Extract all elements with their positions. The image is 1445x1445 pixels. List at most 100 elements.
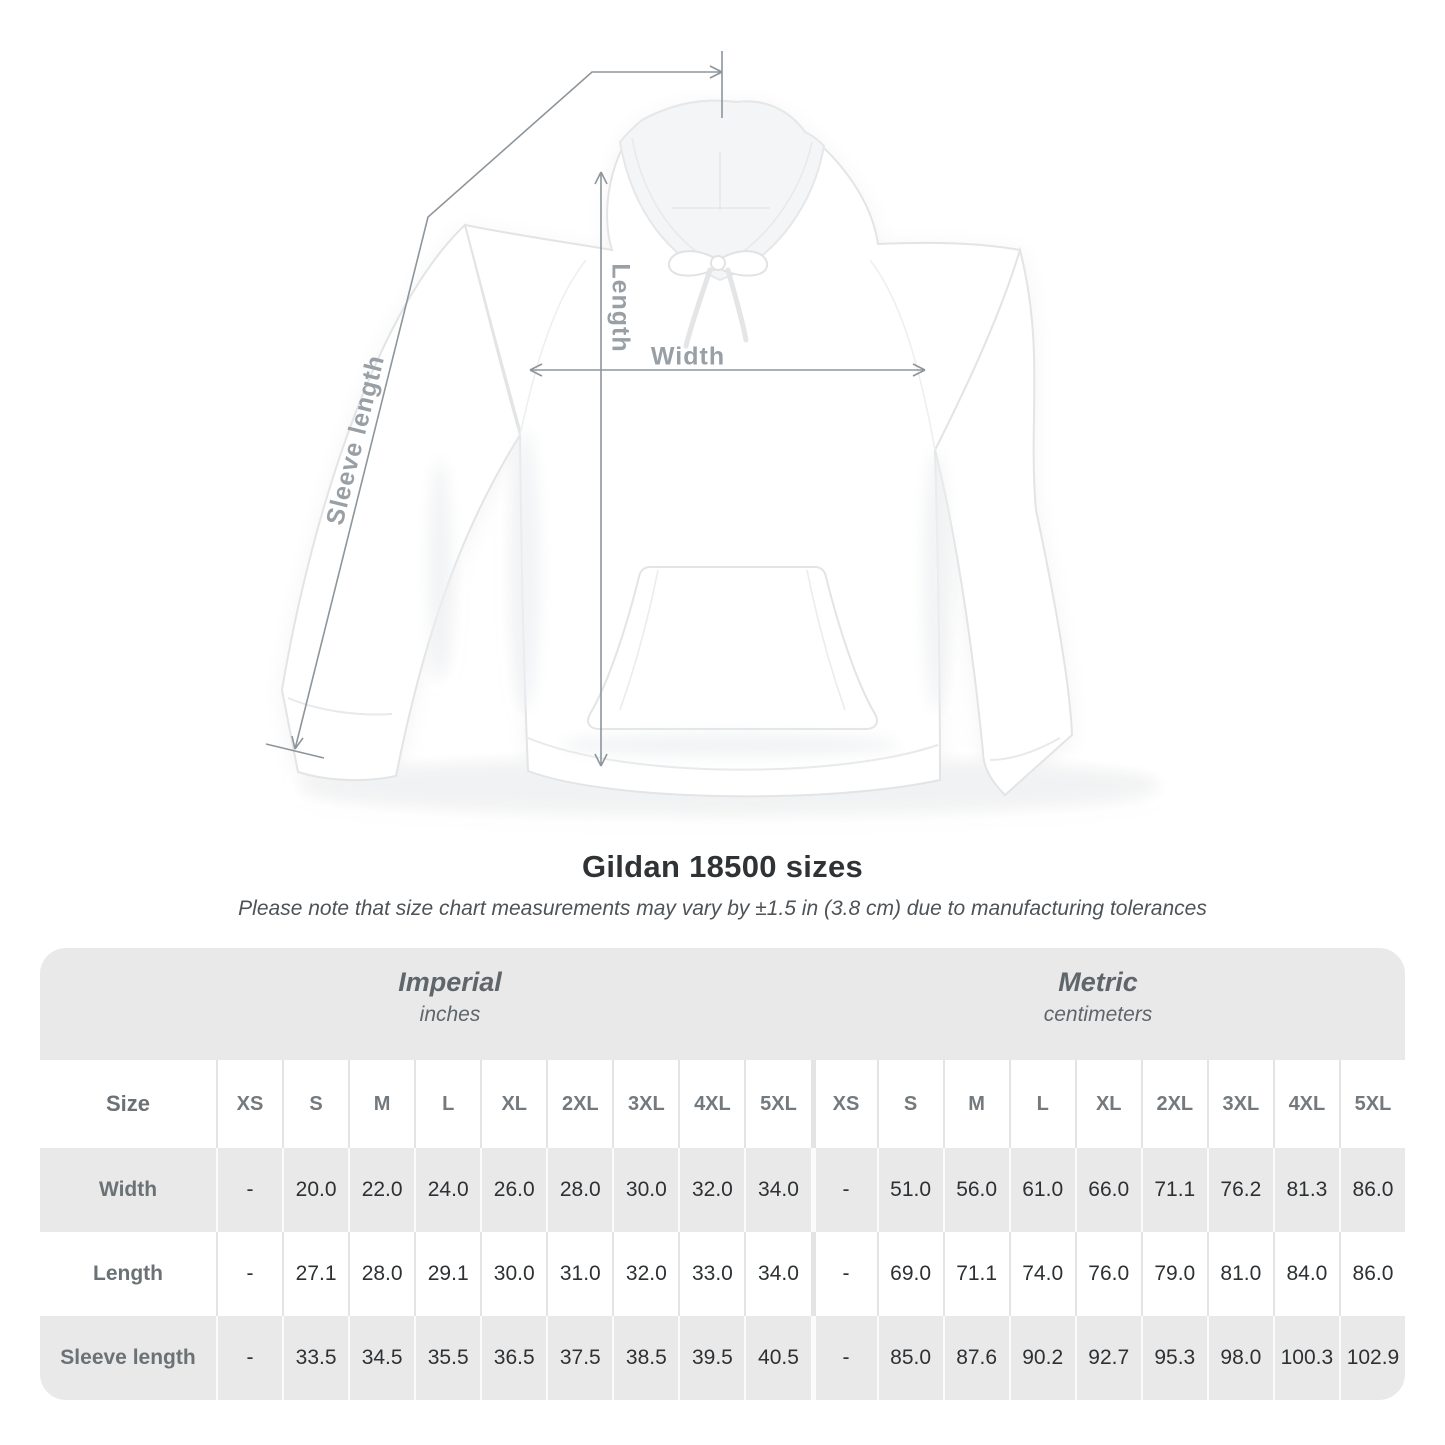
row-label: Width xyxy=(98,1178,158,1201)
size-value-cell: 36.5 xyxy=(480,1316,546,1400)
size-value-cell: - xyxy=(810,1316,877,1400)
size-value-cell: 34.0 xyxy=(744,1232,810,1316)
size-value-cell: 24.0 xyxy=(414,1148,480,1232)
size-value-cell: 84.0 xyxy=(1272,1232,1339,1316)
size-header-cell: M xyxy=(942,1060,1009,1148)
metric-label: Metric xyxy=(1058,967,1138,997)
size-column-header: Size xyxy=(105,1091,151,1116)
drawstring-cord xyxy=(683,267,713,349)
size-value-cell: 87.6 xyxy=(942,1316,1009,1400)
size-value-cell: 86.0 xyxy=(1338,1232,1405,1316)
size-header-cell: 2XL xyxy=(1140,1060,1207,1148)
hood-lining xyxy=(618,99,826,282)
size-value-cell: 26.0 xyxy=(480,1148,546,1232)
length-label: Length xyxy=(606,263,635,353)
size-header-cell: 3XL xyxy=(612,1060,678,1148)
size-value-cell: 37.5 xyxy=(546,1316,612,1400)
unit-header-band: Imperial inches Metric centimeters xyxy=(40,948,1405,1060)
drawstring-bow xyxy=(667,250,719,277)
size-value-cell: 71.1 xyxy=(1140,1148,1207,1232)
size-header-cell: 5XL xyxy=(744,1060,810,1148)
size-header-cell: S xyxy=(876,1060,943,1148)
size-header-cell: 4XL xyxy=(678,1060,744,1148)
size-header-cell: L xyxy=(414,1060,480,1148)
row-label: Sleeve length xyxy=(60,1346,196,1369)
size-value-cell: 31.0 xyxy=(546,1232,612,1316)
size-value-cell: 33.0 xyxy=(678,1232,744,1316)
size-value-cell: 20.0 xyxy=(282,1148,348,1232)
size-value-cell: - xyxy=(216,1232,282,1316)
size-header-cell: 5XL xyxy=(1338,1060,1405,1148)
size-header-cell: L xyxy=(1008,1060,1075,1148)
kangaroo-pocket xyxy=(587,566,878,730)
size-value-cell: 56.0 xyxy=(942,1148,1009,1232)
hoodie-illustration xyxy=(280,99,1160,811)
size-header-cell: XS xyxy=(810,1060,877,1148)
size-value-cell: 76.0 xyxy=(1074,1232,1141,1316)
measurement-arrows xyxy=(265,51,926,767)
imperial-label: Imperial xyxy=(398,967,502,997)
size-value-cell: 40.5 xyxy=(744,1316,810,1400)
size-value-cell: 92.7 xyxy=(1074,1316,1141,1400)
size-value-cell: 79.0 xyxy=(1140,1232,1207,1316)
sleeve-length-arrow xyxy=(265,51,723,759)
size-value-cell: 90.2 xyxy=(1008,1316,1075,1400)
size-value-cell: 61.0 xyxy=(1008,1148,1075,1232)
tolerance-note: Please note that size chart measurements… xyxy=(238,897,1207,920)
size-value-cell: 22.0 xyxy=(348,1148,414,1232)
width-label: Width xyxy=(650,342,726,371)
size-value-cell: 38.5 xyxy=(612,1316,678,1400)
table-row-length: Length - 27.1 28.0 29.1 30.0 31.0 32.0 3… xyxy=(40,1232,1405,1316)
size-value-cell: 34.5 xyxy=(348,1316,414,1400)
row-label: Length xyxy=(93,1262,163,1285)
size-value-cell: 32.0 xyxy=(612,1232,678,1316)
imperial-group-header: Imperial inches xyxy=(398,964,502,1030)
size-value-cell: 71.1 xyxy=(942,1232,1009,1316)
size-value-cell: - xyxy=(810,1232,877,1316)
hoodie-measurement-diagram: Length Width Sleeve length xyxy=(265,51,1160,811)
size-value-cell: 81.3 xyxy=(1272,1148,1339,1232)
size-value-cell: 100.3 xyxy=(1272,1316,1339,1400)
size-table-card: Imperial inches Metric centimeters Size … xyxy=(40,948,1405,1400)
drawstring-cord xyxy=(725,267,749,343)
size-value-cell: 28.0 xyxy=(546,1148,612,1232)
size-value-cell: 51.0 xyxy=(876,1148,943,1232)
size-value-cell: 69.0 xyxy=(876,1232,943,1316)
size-value-cell: - xyxy=(216,1148,282,1232)
size-header-cell: XS xyxy=(216,1060,282,1148)
size-header-cell: 4XL xyxy=(1272,1060,1339,1148)
size-value-cell: 85.0 xyxy=(876,1316,943,1400)
metric-group-header: Metric centimeters xyxy=(1044,964,1153,1030)
size-value-cell: 66.0 xyxy=(1074,1148,1141,1232)
size-value-cell: 98.0 xyxy=(1206,1316,1273,1400)
size-header-row: Size XS S M L XL 2XL 3XL 4XL 5XL XS S M … xyxy=(40,1060,1405,1148)
size-value-cell: 30.0 xyxy=(480,1232,546,1316)
width-arrow xyxy=(529,363,926,377)
size-value-cell: 95.3 xyxy=(1140,1316,1207,1400)
size-value-cell: 86.0 xyxy=(1338,1148,1405,1232)
page-title: Gildan 18500 sizes xyxy=(581,849,864,884)
imperial-unit-label: inches xyxy=(419,1003,481,1026)
metric-unit-label: centimeters xyxy=(1043,1003,1153,1026)
length-arrow xyxy=(594,171,608,767)
size-value-cell: 35.5 xyxy=(414,1316,480,1400)
size-value-cell: - xyxy=(810,1148,877,1232)
size-value-cell: 30.0 xyxy=(612,1148,678,1232)
size-value-cell: 33.5 xyxy=(282,1316,348,1400)
size-value-cell: 28.0 xyxy=(348,1232,414,1316)
size-value-cell: 102.9 xyxy=(1338,1316,1405,1400)
size-value-cell: 74.0 xyxy=(1008,1232,1075,1316)
size-header-cell: 2XL xyxy=(546,1060,612,1148)
size-value-cell: 34.0 xyxy=(744,1148,810,1232)
size-header-cell: 3XL xyxy=(1206,1060,1273,1148)
size-value-cell: - xyxy=(216,1316,282,1400)
size-value-cell: 32.0 xyxy=(678,1148,744,1232)
size-value-cell: 76.2 xyxy=(1206,1148,1273,1232)
size-header-cell: XL xyxy=(480,1060,546,1148)
table-row-sleeve-length: Sleeve length - 33.5 34.5 35.5 36.5 37.5… xyxy=(40,1316,1405,1400)
size-header-cell: XL xyxy=(1074,1060,1141,1148)
size-value-cell: 39.5 xyxy=(678,1316,744,1400)
left-sleeve xyxy=(280,223,522,782)
size-header-cell: M xyxy=(348,1060,414,1148)
